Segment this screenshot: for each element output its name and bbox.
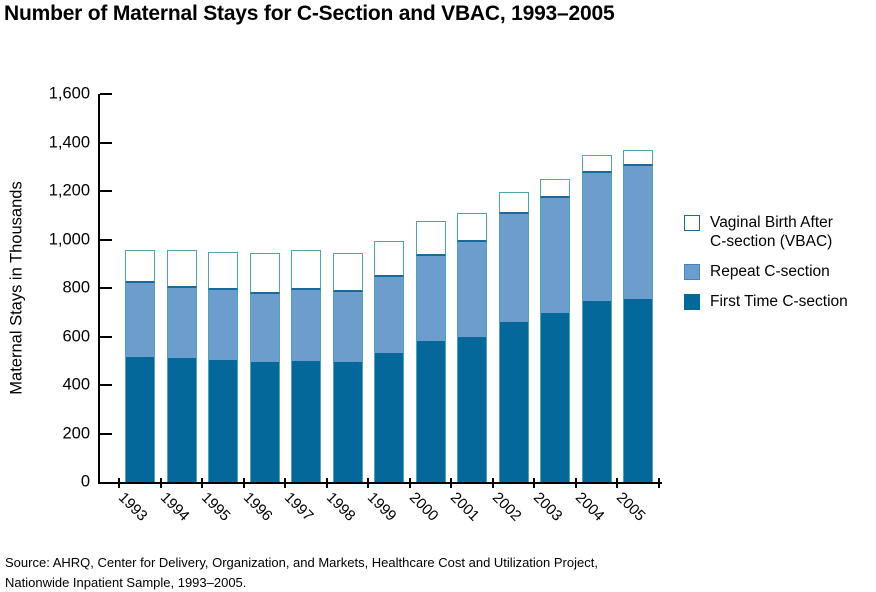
x-axis-label: 1993 — [114, 489, 151, 525]
x-axis-tick — [367, 478, 370, 488]
x-axis-tick — [242, 478, 245, 488]
bar-segment-2003 — [540, 178, 570, 199]
bar-segment-1999 — [374, 240, 404, 278]
x-axis-tick — [408, 478, 411, 488]
bar-segment-1994 — [166, 288, 197, 359]
bar-segment-2002 — [498, 192, 529, 215]
plot-area: 0 200 400 600 800 1,000 1,200 1,400 1,600 1993 199… — [49, 85, 662, 525]
x-axis-tick — [284, 478, 287, 488]
y-axis-tick-label: 0 — [80, 472, 90, 491]
bar-segment-1999 — [374, 353, 404, 482]
y-axis-tick-label: 1,000 — [48, 230, 90, 248]
y-axis-tick — [100, 93, 112, 95]
bar-segment-1998 — [332, 291, 363, 362]
bar-segment-1999 — [374, 277, 404, 354]
x-axis-tick — [616, 478, 619, 488]
x-axis-label: 2002 — [488, 489, 525, 525]
bar-segment-2000 — [415, 221, 446, 257]
x-axis-label: 2005 — [612, 489, 649, 525]
x-axis-label: 1996 — [239, 489, 276, 525]
x-axis-label: 1998 — [322, 489, 359, 525]
bar-segment-1993 — [125, 250, 155, 284]
bar-segment-1996 — [249, 361, 280, 482]
y-axis-tick — [100, 384, 112, 386]
x-axis-tick — [574, 478, 577, 488]
bar-segment-2005 — [623, 149, 653, 166]
first-swatch-icon — [684, 293, 700, 310]
y-axis-tick-label: 800 — [62, 278, 90, 297]
bar-segment-2004 — [581, 172, 612, 302]
y-axis-tick-label: 1,400 — [48, 133, 90, 151]
bar-segment-2002 — [498, 214, 529, 322]
y-axis-tick-label: 600 — [62, 327, 90, 345]
y-axis-tick — [100, 335, 112, 338]
bar-segment-1997 — [291, 250, 321, 291]
y-axis-tick-label: 200 — [62, 424, 90, 442]
y-axis-tick — [100, 432, 112, 435]
vbac-swatch-icon — [684, 215, 700, 231]
bar-segment-1996 — [249, 252, 280, 295]
legend-label-repeat: Repeat C-section — [710, 262, 830, 280]
repeat-swatch-icon — [684, 263, 700, 280]
x-axis-tick — [657, 478, 660, 488]
bar-segment-1998 — [332, 361, 363, 482]
x-axis-label: 1995 — [197, 489, 234, 525]
x-axis-label: 2004 — [571, 489, 608, 525]
bar-segment-2005 — [623, 165, 653, 299]
bar-segment-2003 — [540, 313, 570, 482]
source-note: Source: AHRQ, Center for Delivery, Organ… — [5, 555, 598, 590]
y-axis-tick-label: 1,200 — [48, 181, 90, 200]
bar-segment-1998 — [332, 252, 363, 292]
x-axis-tick — [159, 478, 162, 488]
x-axis-tick — [325, 478, 328, 488]
bar-segment-2000 — [415, 341, 446, 482]
legend-label-first: First Time C-section — [710, 292, 848, 310]
bar-segment-2001 — [457, 241, 487, 337]
y-axis-tick-label: 1,600 — [48, 84, 90, 103]
bar-segment-2002 — [498, 321, 529, 482]
legend-item-repeat: Repeat C-section — [684, 263, 848, 282]
y-axis-tick — [100, 141, 112, 144]
legend-item-vbac: Vaginal Birth After C-section (VBAC) — [684, 214, 848, 252]
bar-segment-1993 — [125, 357, 155, 482]
x-axis-tick — [491, 478, 494, 488]
legend-item-first: First Time C-section — [684, 293, 848, 312]
y-axis-tick — [100, 287, 112, 289]
x-axis-label: 1999 — [363, 489, 400, 525]
bar-segment-1995 — [208, 359, 238, 482]
chart-title: Number of Maternal Stays for C-Section a… — [4, 2, 615, 25]
bar-segment-2001 — [457, 212, 487, 242]
bar-segment-1996 — [249, 294, 280, 362]
legend-label-vbac: Vaginal Birth After C-section (VBAC) — [710, 214, 833, 250]
bar-segment-2005 — [623, 298, 653, 482]
y-axis-tick-label: 400 — [62, 375, 90, 394]
x-axis-tick — [450, 478, 453, 488]
x-axis-label: 1997 — [280, 489, 317, 525]
x-axis-label: 2001 — [446, 489, 483, 525]
legend: Vaginal Birth After C-section (VBAC) Rep… — [684, 214, 848, 312]
y-axis-tick — [100, 238, 112, 241]
bar-segment-1995 — [208, 251, 238, 291]
bar-segment-2001 — [457, 336, 487, 482]
x-axis-tick — [533, 478, 536, 488]
bar-segment-2004 — [581, 154, 612, 173]
bar-segment-2003 — [540, 198, 570, 314]
y-axis-tick — [100, 190, 112, 192]
bar-segment-2000 — [415, 256, 446, 342]
bar-segment-1995 — [208, 290, 238, 360]
bar-segment-1997 — [291, 360, 321, 482]
x-axis-label: 2003 — [529, 489, 566, 525]
bar-segment-1997 — [291, 290, 321, 361]
x-axis-label: 1994 — [156, 489, 193, 525]
x-axis-tick — [118, 478, 121, 488]
bar-segment-1994 — [166, 358, 197, 482]
x-axis-tick — [201, 478, 204, 488]
bar-segment-2004 — [581, 301, 612, 482]
x-axis-label: 2000 — [405, 489, 442, 525]
bar-segment-1994 — [166, 250, 197, 288]
bar-segment-1993 — [125, 283, 155, 358]
